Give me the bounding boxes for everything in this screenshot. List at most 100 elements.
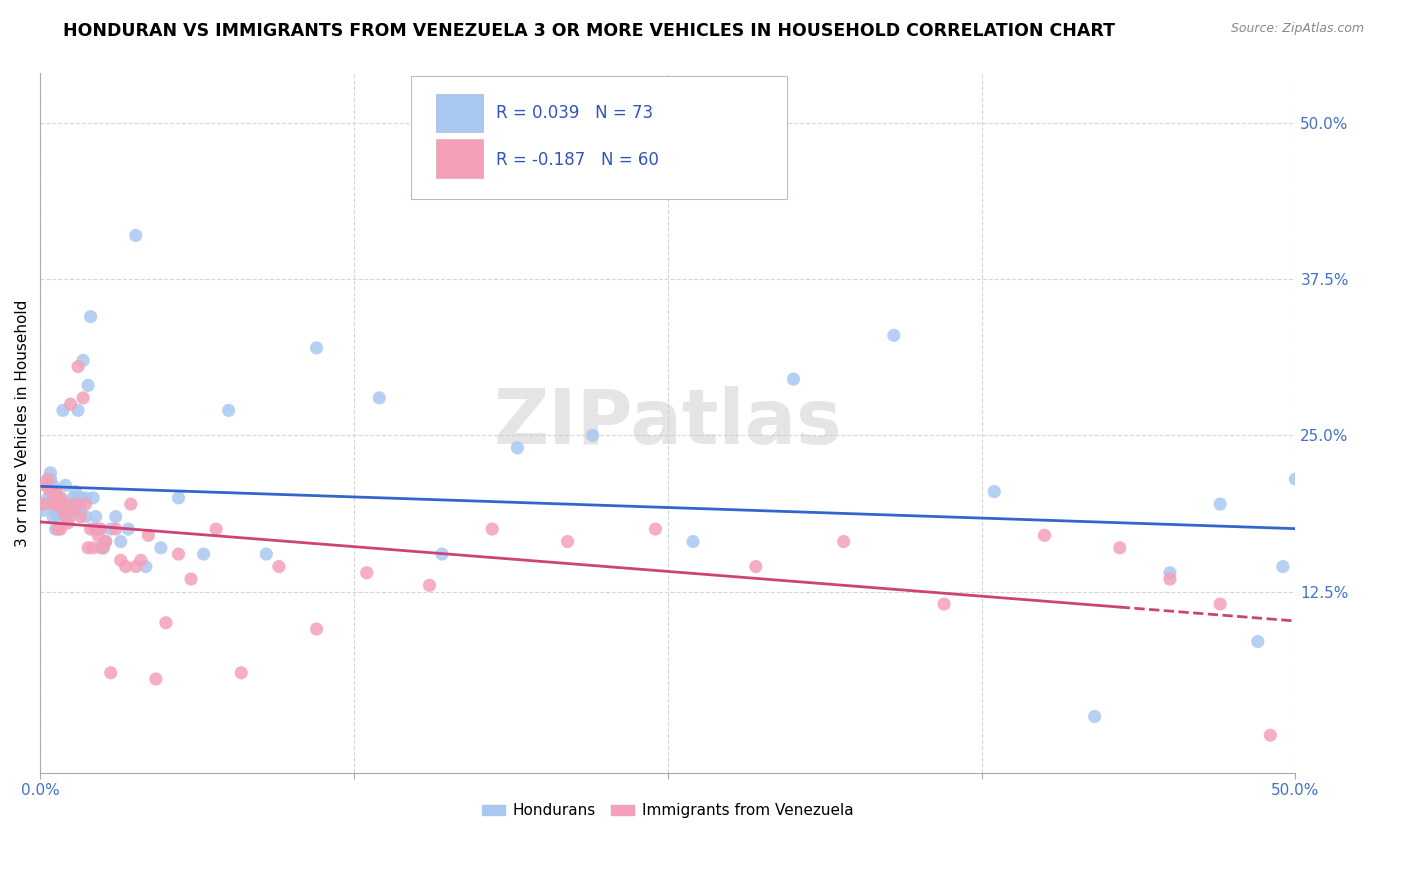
Point	[682, 534, 704, 549]
Point	[114, 559, 136, 574]
Text: HONDURAN VS IMMIGRANTS FROM VENEZUELA 3 OR MORE VEHICLES IN HOUSEHOLD CORRELATIO: HONDURAN VS IMMIGRANTS FROM VENEZUELA 3 …	[63, 22, 1115, 40]
Point	[193, 547, 215, 561]
Point	[104, 509, 127, 524]
Point	[75, 491, 97, 505]
Point	[55, 509, 77, 524]
Point	[1260, 728, 1282, 742]
Point	[56, 497, 79, 511]
Point	[430, 547, 453, 561]
Point	[1247, 634, 1270, 648]
Point	[44, 497, 66, 511]
Point	[94, 534, 117, 549]
Point	[37, 472, 59, 486]
Point	[34, 478, 56, 492]
Point	[49, 497, 72, 511]
Point	[75, 497, 97, 511]
Point	[44, 503, 66, 517]
Point	[49, 491, 72, 505]
Point	[91, 541, 114, 555]
Point	[42, 497, 65, 511]
Point	[94, 534, 117, 549]
Point	[59, 497, 82, 511]
Point	[1284, 472, 1306, 486]
Point	[180, 572, 202, 586]
Point	[84, 522, 107, 536]
Point	[77, 541, 100, 555]
Point	[1108, 541, 1130, 555]
Point	[305, 341, 328, 355]
Point	[65, 484, 87, 499]
Point	[1209, 597, 1232, 611]
Point	[125, 559, 148, 574]
Point	[69, 491, 91, 505]
Point	[55, 478, 77, 492]
Point	[75, 509, 97, 524]
Point	[87, 522, 110, 536]
Point	[49, 522, 72, 536]
Point	[745, 559, 768, 574]
Point	[582, 428, 605, 442]
Point	[932, 597, 955, 611]
Point	[305, 622, 328, 636]
Point	[65, 497, 87, 511]
Point	[231, 665, 253, 680]
Point	[481, 522, 503, 536]
Text: R = -0.187   N = 60: R = -0.187 N = 60	[496, 152, 659, 169]
Point	[1033, 528, 1056, 542]
Point	[557, 534, 579, 549]
Point	[55, 497, 77, 511]
Point	[100, 665, 122, 680]
Point	[34, 497, 56, 511]
Point	[39, 472, 62, 486]
Point	[883, 328, 905, 343]
Point	[39, 466, 62, 480]
Point	[56, 509, 79, 524]
Point	[67, 403, 90, 417]
Point	[145, 672, 167, 686]
Point	[55, 503, 77, 517]
Point	[44, 484, 66, 499]
Point	[368, 391, 391, 405]
Point	[46, 497, 69, 511]
Point	[52, 503, 75, 517]
Point	[79, 522, 101, 536]
Point	[32, 503, 55, 517]
Point	[110, 553, 132, 567]
Point	[167, 547, 190, 561]
Point	[167, 491, 190, 505]
Point	[46, 497, 69, 511]
Point	[1209, 497, 1232, 511]
Point	[44, 522, 66, 536]
Point	[42, 478, 65, 492]
Point	[110, 534, 132, 549]
Point	[69, 509, 91, 524]
Point	[72, 353, 94, 368]
Point	[55, 497, 77, 511]
Point	[42, 509, 65, 524]
Point	[254, 547, 277, 561]
Point	[39, 484, 62, 499]
Point	[44, 484, 66, 499]
Point	[52, 403, 75, 417]
Point	[62, 491, 84, 505]
Point	[1159, 572, 1181, 586]
Point	[91, 541, 114, 555]
Point	[67, 497, 90, 511]
Point	[87, 528, 110, 542]
Point	[34, 478, 56, 492]
Point	[149, 541, 172, 555]
Point	[59, 397, 82, 411]
Point	[1084, 709, 1107, 723]
Point	[56, 516, 79, 530]
Point	[218, 403, 240, 417]
Point	[42, 491, 65, 505]
Point	[125, 228, 148, 243]
Point	[42, 484, 65, 499]
Point	[418, 578, 440, 592]
Point	[782, 372, 804, 386]
FancyBboxPatch shape	[436, 94, 484, 132]
Text: R = 0.039   N = 73: R = 0.039 N = 73	[496, 103, 654, 122]
Point	[69, 503, 91, 517]
Point	[1159, 566, 1181, 580]
Text: Source: ZipAtlas.com: Source: ZipAtlas.com	[1230, 22, 1364, 36]
